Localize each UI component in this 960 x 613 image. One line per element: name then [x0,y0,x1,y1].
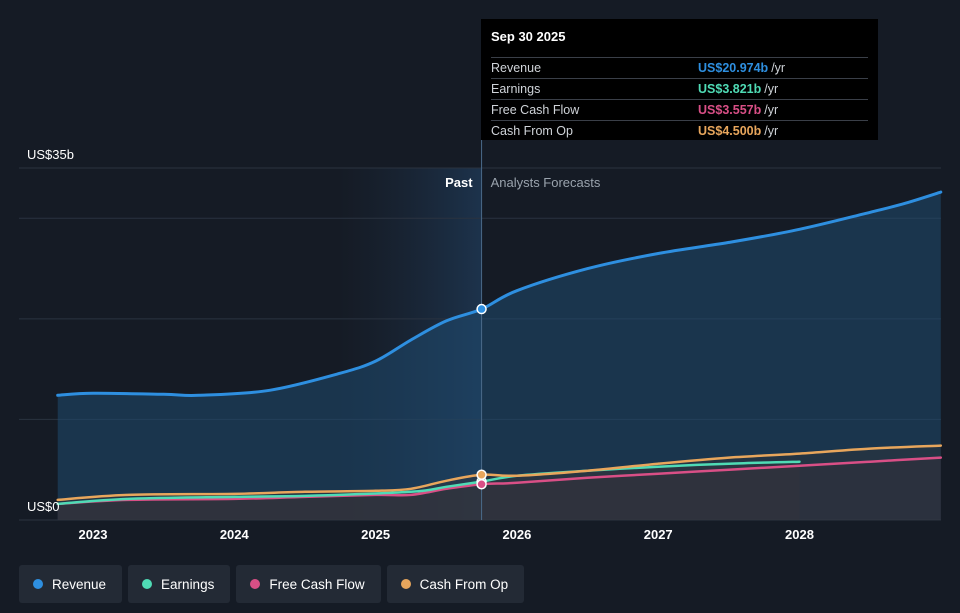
legend-item-free-cash-flow[interactable]: Free Cash Flow [236,565,381,603]
tooltip-unit: /yr [771,61,786,75]
x-tick-label: 2024 [220,527,250,542]
x-tick-label: 2023 [79,527,108,542]
series-areas [57,192,941,520]
tooltip-row-cash-from-op: Cash From Op US$4.500b /yr [491,120,868,141]
marker-free-cash-flow [476,478,487,490]
past-label: Past [445,175,473,190]
tooltip-date: Sep 30 2025 [491,29,566,44]
legend-dot-icon [142,579,153,589]
legend-dot-icon [33,579,43,589]
tooltip-label: Free Cash Flow [491,103,580,117]
forecast-label: Analysts Forecasts [491,175,601,190]
marker-revenue [476,303,487,315]
tooltip-label: Cash From Op [491,124,573,138]
y-axis-min-label: US$0 [27,499,60,514]
x-axis-ticks: 2023 2024 2025 2026 2027 2028 [79,527,814,542]
x-tick-label: 2026 [502,527,531,542]
legend-label: Revenue [52,576,107,592]
tooltip-value: US$3.821b [698,82,762,96]
legend-item-earnings[interactable]: Earnings [128,565,231,603]
series-line-earnings [56,460,801,506]
legend-item-revenue[interactable]: Revenue [19,565,123,603]
legend-dot-icon [250,579,261,589]
series-area-free-cash-flow [57,457,941,520]
tooltip-value: US$3.557b [698,103,762,117]
marker-cash-from-op [476,469,487,480]
tooltip: Sep 30 2025 Revenue US$20.974b /yr Earni… [481,19,878,140]
tooltip-value: US$4.500b [698,124,762,138]
x-tick-label: 2028 [785,527,814,542]
tooltip-value: US$20.974b [698,61,769,75]
tooltip-unit: /yr [764,82,779,96]
series-area-revenue [57,192,941,520]
tooltip-label: Earnings [491,82,541,96]
tooltip-row-earnings: Earnings US$3.821b /yr [491,78,868,99]
tooltip-row-free-cash-flow: Free Cash Flow US$3.557b /yr [491,99,868,120]
tooltip-unit: /yr [764,103,779,117]
legend-dot-icon [400,579,411,589]
legend-label: Cash From Op [419,576,509,592]
legend-item-cash-from-op[interactable]: Cash From Op [386,565,525,603]
tooltip-row-revenue: Revenue US$20.974b /yr [491,57,868,78]
legend-label: Free Cash Flow [269,576,365,592]
x-tick-label: 2027 [644,527,673,542]
hover-markers [476,303,487,490]
series-line-revenue [56,190,943,397]
tooltip-unit: /yr [764,124,779,138]
legend-label: Earnings [161,576,215,592]
x-tick-label: 2025 [361,527,390,542]
tooltip-label: Revenue [491,61,542,75]
y-axis-max-label: US$35b [27,147,74,162]
legend: Revenue Earnings Free Cash Flow Cash Fro… [19,565,525,603]
